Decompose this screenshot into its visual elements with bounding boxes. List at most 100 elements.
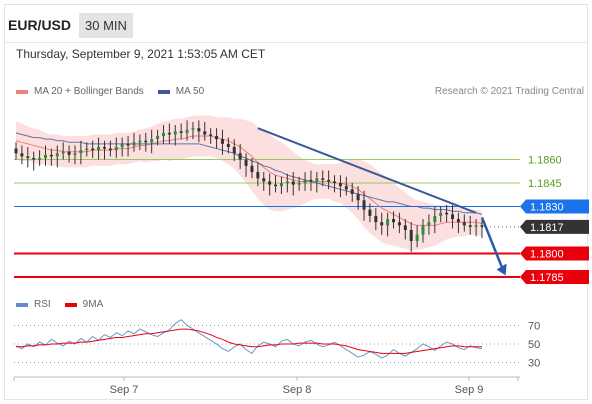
candle [73, 145, 77, 165]
candle [161, 125, 165, 144]
candle [67, 145, 71, 163]
candle [85, 142, 89, 157]
candle [226, 137, 230, 154]
level-label-1: 1.1845 [528, 178, 562, 190]
candle [232, 139, 236, 162]
candle-body [232, 147, 236, 154]
candle-body [268, 181, 272, 185]
candle-body [451, 214, 455, 220]
candle-body [480, 225, 484, 227]
rsi-tick-50: 50 [528, 339, 540, 351]
candle [392, 211, 396, 229]
instrument-pair: EUR/USD [8, 17, 72, 33]
candle [203, 121, 207, 141]
ma20-swatch-icon [16, 89, 28, 94]
candle [333, 175, 337, 193]
candle-body [14, 148, 18, 154]
candle [397, 212, 401, 234]
candle-body [144, 140, 148, 143]
candle [303, 172, 307, 191]
candle [451, 204, 455, 229]
candle-body [220, 139, 224, 144]
level-tag-4 [520, 246, 589, 261]
candle-body [26, 156, 30, 158]
header-divider [4, 42, 588, 43]
candle-body [362, 200, 366, 210]
legend-rsi-label: RSI [34, 299, 51, 310]
legend-9ma-label: 9MA [82, 299, 104, 310]
candle [97, 137, 101, 160]
candle [456, 212, 460, 234]
rsi-legend: RSI 9MA [16, 299, 117, 310]
candle [250, 157, 254, 179]
candle-body [421, 225, 425, 235]
candle-body [409, 230, 413, 241]
candle-body [226, 143, 230, 147]
candle [55, 145, 59, 168]
candle-body [32, 157, 36, 160]
candle-body [256, 172, 260, 179]
candle-body [427, 222, 431, 226]
level-tag-3 [520, 219, 589, 234]
candle-body [380, 222, 384, 226]
candle [445, 204, 449, 223]
candle-body [297, 183, 301, 185]
candle-body [138, 140, 142, 143]
candle-body [327, 179, 331, 182]
candle [285, 173, 289, 193]
candle-body [238, 153, 242, 160]
candle [274, 175, 278, 193]
level-label-2: 1.1830 [530, 202, 564, 214]
candle-body [150, 139, 154, 143]
candle-body [433, 215, 437, 223]
candle [91, 140, 95, 158]
candle [61, 142, 65, 160]
candle-body [315, 178, 319, 182]
candle-body [374, 215, 378, 223]
candle [167, 123, 171, 144]
candle-body [179, 131, 183, 133]
candle [197, 120, 201, 143]
candle-body [209, 134, 213, 137]
candle [138, 134, 142, 151]
candle [409, 222, 413, 252]
candle [362, 190, 366, 221]
rsi-line [15, 319, 483, 359]
candle [297, 176, 301, 191]
candle-body [244, 159, 248, 166]
candle [114, 137, 118, 158]
timeframe-badge[interactable]: 30 MIN [79, 12, 133, 38]
research-credit: Research © 2021 Trading Central [434, 86, 584, 97]
level-label-0: 1.1860 [528, 155, 562, 167]
candle-body [445, 212, 449, 215]
candle [32, 151, 36, 171]
candle-body [344, 186, 348, 190]
chart-datetime: Thursday, September 9, 2021 1:53:05 AM C… [16, 47, 266, 61]
candle-body [191, 128, 195, 130]
candle [191, 121, 195, 140]
candle [421, 219, 425, 243]
candle [220, 129, 224, 155]
candle [462, 214, 466, 232]
candle-body [43, 154, 47, 158]
rsi-9ma-line [16, 328, 482, 354]
candle-body [415, 234, 419, 241]
candle-body [215, 136, 219, 140]
candle [102, 140, 106, 160]
candle-body [291, 181, 295, 185]
candle [173, 125, 177, 146]
candle [480, 217, 484, 238]
candle [244, 153, 248, 177]
candle-body [185, 129, 189, 133]
candle-body [279, 183, 283, 187]
candle [468, 215, 472, 235]
candle [368, 203, 372, 223]
candle-body [132, 142, 136, 146]
candle-body [38, 157, 42, 160]
trendline [257, 127, 477, 214]
candle [256, 162, 260, 187]
candle-body [321, 178, 325, 180]
candle-body [338, 183, 342, 187]
candle-body [456, 219, 460, 223]
legend-ma20-label: MA 20 + Bollinger Bands [34, 86, 144, 97]
